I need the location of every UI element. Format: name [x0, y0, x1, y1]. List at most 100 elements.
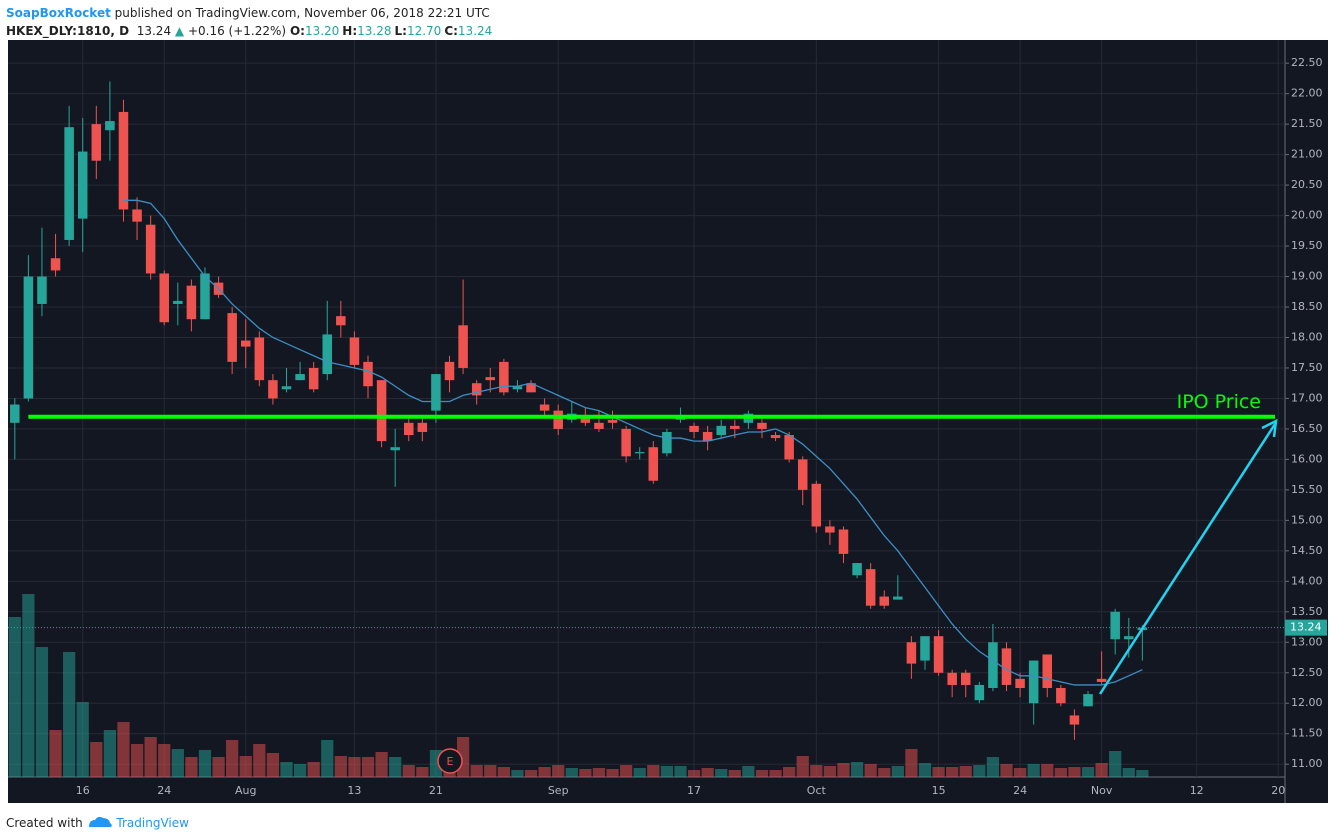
candle-body	[390, 447, 400, 451]
volume-bar	[212, 757, 225, 777]
volume-bar	[837, 763, 850, 777]
y-tick-label: 11.50	[1291, 727, 1323, 740]
candle-body	[1083, 694, 1093, 707]
volume-bar	[891, 766, 904, 777]
x-tick-label: 12	[1190, 784, 1204, 797]
header: SoapBoxRocket published on TradingView.c…	[6, 4, 495, 40]
y-tick-label: 16.00	[1291, 452, 1323, 465]
y-tick-label: 19.50	[1291, 239, 1323, 252]
plot-background	[8, 40, 1328, 777]
candle-body	[702, 431, 713, 442]
last-price-tag	[1285, 619, 1327, 636]
x-tick-label: 13	[347, 784, 361, 797]
y-tick-label: 13.50	[1291, 605, 1323, 618]
x-tick-label: Sep	[548, 784, 569, 797]
candle-body	[757, 422, 767, 429]
volume-bar	[130, 744, 144, 777]
volume-bar	[348, 757, 361, 777]
ohlc-value: 13.24	[457, 24, 493, 38]
author[interactable]: SoapBoxRocket	[6, 6, 111, 20]
arrow-line	[1098, 423, 1277, 695]
candle-body	[906, 642, 917, 664]
volume-bar	[293, 764, 307, 777]
volume-bar	[674, 766, 687, 777]
arrow-head	[1261, 418, 1278, 438]
candle-body	[1042, 654, 1053, 688]
volume-bar	[375, 752, 388, 777]
symbol: HKEX_DLY:1810, D	[6, 24, 130, 38]
volume-bar	[1122, 768, 1135, 777]
volume-bar	[823, 766, 837, 777]
volume-bar	[878, 768, 891, 777]
x-tick-label: 20	[1271, 784, 1285, 797]
volume-bar	[905, 749, 918, 777]
candle-body	[363, 361, 373, 387]
volume-bar	[606, 769, 619, 777]
ohlc-label: C:	[444, 24, 458, 38]
brand[interactable]: TradingView	[116, 816, 189, 830]
candle-body	[431, 374, 441, 411]
candle-body	[132, 209, 142, 222]
candle-body	[716, 425, 726, 436]
moving-average	[123, 199, 1143, 686]
volume-bar	[22, 594, 35, 777]
candle-body	[1096, 678, 1107, 682]
volume-bar	[402, 765, 415, 777]
y-tick-label: 18.50	[1291, 300, 1323, 313]
candle-body	[607, 419, 618, 423]
volume-bar	[253, 744, 266, 777]
candle-body	[879, 596, 889, 606]
candle-body	[159, 273, 169, 323]
volume-bar	[986, 757, 1000, 777]
volume-bar	[769, 770, 782, 777]
event-label[interactable]: E	[447, 755, 454, 768]
volume-bar	[524, 770, 538, 777]
volume-bar	[1027, 764, 1040, 777]
candle-body	[118, 111, 129, 210]
volume-bar	[755, 770, 769, 777]
time-axis-bg	[8, 777, 1285, 803]
candle-body	[404, 422, 414, 436]
volume-bar	[171, 749, 184, 777]
x-tick-label: 15	[932, 784, 946, 797]
y-tick-label: 17.00	[1291, 391, 1323, 404]
volume-bar	[103, 730, 117, 777]
candle-body	[64, 127, 74, 240]
candle-body	[988, 642, 998, 688]
candle-body	[349, 337, 360, 365]
candle-body	[200, 273, 210, 320]
candle-body	[730, 425, 740, 429]
candle-body	[621, 428, 631, 457]
x-tick-label: 21	[429, 784, 443, 797]
candle-body	[458, 325, 468, 368]
candle-body	[1015, 678, 1025, 688]
last-price-label: 13.24	[1290, 621, 1322, 634]
candle-body	[23, 276, 34, 399]
candle-body	[852, 563, 862, 576]
candle-body	[173, 300, 183, 304]
event-badge[interactable]	[437, 748, 463, 774]
candle-body	[105, 121, 115, 131]
volume-bar	[1068, 767, 1081, 777]
y-tick-label: 22.00	[1291, 87, 1323, 100]
volume-bar	[660, 766, 673, 777]
volume-bar	[266, 753, 280, 777]
candle-body	[444, 361, 455, 381]
volume-bar	[334, 756, 347, 777]
volume-bar	[1041, 764, 1054, 777]
candle-body	[240, 340, 251, 347]
candle-body	[784, 435, 794, 460]
candle-body	[526, 383, 536, 393]
volume-bar	[1013, 768, 1027, 777]
candle-body	[960, 672, 971, 685]
x-tick-label: Oct	[807, 784, 827, 797]
volume-bar	[973, 765, 986, 777]
ohlc-value: 12.70	[406, 24, 442, 38]
x-tick-label: 16	[76, 784, 90, 797]
y-tick-label: 14.50	[1291, 544, 1323, 557]
candle-body	[1069, 715, 1080, 725]
ohlc-value: 13.28	[357, 24, 392, 38]
ohlc-label: O:	[289, 24, 305, 38]
symbol-line: HKEX_DLY:1810, D 13.24 ▲ +0.16 (+1.22%) …	[6, 22, 495, 40]
